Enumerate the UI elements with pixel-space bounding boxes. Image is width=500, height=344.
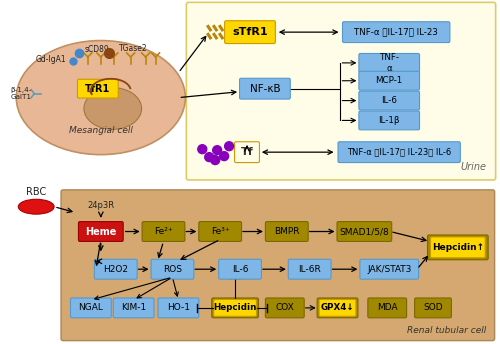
Text: IL-6R: IL-6R <box>298 265 321 274</box>
FancyBboxPatch shape <box>266 298 304 318</box>
Ellipse shape <box>84 88 141 129</box>
Text: Mesangial cell: Mesangial cell <box>69 126 133 135</box>
Circle shape <box>220 152 228 161</box>
Text: TNF-α 、IL-17、 IL-23: TNF-α 、IL-17、 IL-23 <box>354 28 438 37</box>
FancyBboxPatch shape <box>70 298 112 318</box>
Text: H2O2: H2O2 <box>104 265 128 274</box>
Text: TNF-α 、IL-17、 IL-23、 IL-6: TNF-α 、IL-17、 IL-23、 IL-6 <box>347 148 452 157</box>
Text: JAK/STAT3: JAK/STAT3 <box>367 265 412 274</box>
Text: Tf: Tf <box>240 147 254 157</box>
Text: NGAL: NGAL <box>78 303 104 312</box>
Text: 24p3R: 24p3R <box>88 201 115 210</box>
Text: IL-6: IL-6 <box>232 265 248 274</box>
Text: KIM-1: KIM-1 <box>121 303 146 312</box>
Text: sTfR1: sTfR1 <box>232 27 268 37</box>
FancyBboxPatch shape <box>342 22 450 43</box>
FancyBboxPatch shape <box>212 298 258 318</box>
Text: HO-1: HO-1 <box>167 303 190 312</box>
Circle shape <box>198 145 206 154</box>
Ellipse shape <box>16 41 185 155</box>
Text: Hepcidin↑: Hepcidin↑ <box>432 243 484 252</box>
FancyBboxPatch shape <box>359 53 420 72</box>
Text: BMPR: BMPR <box>274 227 299 236</box>
FancyBboxPatch shape <box>317 298 358 318</box>
Circle shape <box>212 146 222 155</box>
Text: MCP-1: MCP-1 <box>376 76 403 85</box>
FancyBboxPatch shape <box>430 237 485 258</box>
Text: Hepcidin: Hepcidin <box>214 303 257 312</box>
FancyBboxPatch shape <box>359 71 420 90</box>
FancyBboxPatch shape <box>94 259 137 279</box>
Text: Fe²⁺: Fe²⁺ <box>154 227 173 236</box>
FancyBboxPatch shape <box>78 222 123 241</box>
FancyBboxPatch shape <box>359 91 420 110</box>
Text: SMAD1/5/8: SMAD1/5/8 <box>340 227 389 236</box>
FancyBboxPatch shape <box>359 111 420 130</box>
FancyBboxPatch shape <box>337 222 392 241</box>
Text: Renal tubular cell: Renal tubular cell <box>408 326 486 335</box>
FancyBboxPatch shape <box>288 259 331 279</box>
Circle shape <box>224 142 234 151</box>
Text: ROS: ROS <box>163 265 182 274</box>
Text: COX: COX <box>276 303 294 312</box>
Text: sCD89: sCD89 <box>85 44 110 54</box>
Text: IL-1β: IL-1β <box>378 116 400 125</box>
Text: TfR1: TfR1 <box>85 84 110 94</box>
FancyBboxPatch shape <box>78 79 118 98</box>
Text: Fe³⁺: Fe³⁺ <box>211 227 230 236</box>
FancyBboxPatch shape <box>240 78 290 99</box>
Ellipse shape <box>18 199 54 214</box>
FancyBboxPatch shape <box>428 235 488 260</box>
FancyBboxPatch shape <box>224 21 276 44</box>
Text: Gd-IgA1: Gd-IgA1 <box>36 55 66 64</box>
FancyBboxPatch shape <box>186 2 496 180</box>
FancyBboxPatch shape <box>151 259 194 279</box>
FancyBboxPatch shape <box>319 300 356 316</box>
Text: NF-κB: NF-κB <box>250 84 280 94</box>
FancyBboxPatch shape <box>414 298 452 318</box>
Circle shape <box>205 153 214 162</box>
FancyBboxPatch shape <box>360 259 418 279</box>
Text: MDA: MDA <box>377 303 398 312</box>
FancyBboxPatch shape <box>61 190 494 341</box>
FancyBboxPatch shape <box>218 259 262 279</box>
FancyBboxPatch shape <box>114 298 154 318</box>
FancyBboxPatch shape <box>266 222 308 241</box>
FancyBboxPatch shape <box>234 142 260 163</box>
Text: β-1,4-
GalT1: β-1,4- GalT1 <box>10 87 32 100</box>
Text: GPX4↓: GPX4↓ <box>320 303 354 312</box>
FancyBboxPatch shape <box>368 298 406 318</box>
FancyBboxPatch shape <box>214 300 256 316</box>
Text: Urine: Urine <box>460 162 486 172</box>
FancyBboxPatch shape <box>199 222 242 241</box>
FancyBboxPatch shape <box>142 222 185 241</box>
Text: IL-6: IL-6 <box>382 96 397 105</box>
Text: TNF-
α: TNF- α <box>379 53 399 73</box>
FancyBboxPatch shape <box>338 142 460 163</box>
Circle shape <box>210 155 220 164</box>
Text: TGase2: TGase2 <box>118 43 148 53</box>
FancyBboxPatch shape <box>158 298 199 318</box>
Text: RBC: RBC <box>26 187 46 197</box>
Text: SOD: SOD <box>423 303 443 312</box>
Text: Heme: Heme <box>85 226 116 237</box>
